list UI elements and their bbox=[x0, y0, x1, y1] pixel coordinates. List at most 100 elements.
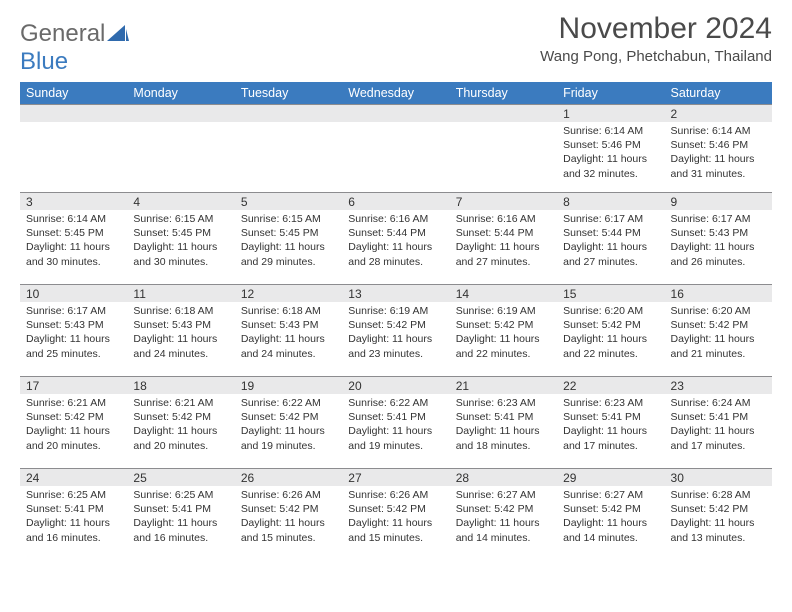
calendar-day-cell: 7Sunrise: 6:16 AMSunset: 5:44 PMDaylight… bbox=[450, 192, 557, 284]
day-info: Sunrise: 6:14 AMSunset: 5:46 PMDaylight:… bbox=[557, 122, 664, 185]
weekday-header: Thursday bbox=[450, 82, 557, 104]
daylight-line: Daylight: 11 hours and 16 minutes. bbox=[26, 516, 121, 544]
day-number: 26 bbox=[235, 468, 342, 486]
day-info: Sunrise: 6:17 AMSunset: 5:43 PMDaylight:… bbox=[665, 210, 772, 273]
day-number: 28 bbox=[450, 468, 557, 486]
calendar-day-cell: 9Sunrise: 6:17 AMSunset: 5:43 PMDaylight… bbox=[665, 192, 772, 284]
calendar-day-cell: 28Sunrise: 6:27 AMSunset: 5:42 PMDayligh… bbox=[450, 468, 557, 560]
daylight-line: Daylight: 11 hours and 21 minutes. bbox=[671, 332, 766, 360]
day-info: Sunrise: 6:21 AMSunset: 5:42 PMDaylight:… bbox=[20, 394, 127, 457]
weekday-header-row: Sunday Monday Tuesday Wednesday Thursday… bbox=[20, 82, 772, 104]
day-info: Sunrise: 6:28 AMSunset: 5:42 PMDaylight:… bbox=[665, 486, 772, 549]
sunrise-line: Sunrise: 6:24 AM bbox=[671, 396, 766, 410]
day-info: Sunrise: 6:14 AMSunset: 5:46 PMDaylight:… bbox=[665, 122, 772, 185]
weekday-header: Tuesday bbox=[235, 82, 342, 104]
sunrise-line: Sunrise: 6:27 AM bbox=[563, 488, 658, 502]
day-number: 23 bbox=[665, 376, 772, 394]
calendar-day-cell: 26Sunrise: 6:26 AMSunset: 5:42 PMDayligh… bbox=[235, 468, 342, 560]
day-number: 30 bbox=[665, 468, 772, 486]
weekday-header: Friday bbox=[557, 82, 664, 104]
logo-sail-icon bbox=[107, 25, 129, 41]
sunrise-line: Sunrise: 6:14 AM bbox=[671, 124, 766, 138]
calendar-day-cell: 13Sunrise: 6:19 AMSunset: 5:42 PMDayligh… bbox=[342, 284, 449, 376]
day-info: Sunrise: 6:21 AMSunset: 5:42 PMDaylight:… bbox=[127, 394, 234, 457]
calendar-empty-cell bbox=[342, 104, 449, 192]
day-number: 19 bbox=[235, 376, 342, 394]
day-number: 21 bbox=[450, 376, 557, 394]
sunrise-line: Sunrise: 6:18 AM bbox=[241, 304, 336, 318]
calendar-day-cell: 17Sunrise: 6:21 AMSunset: 5:42 PMDayligh… bbox=[20, 376, 127, 468]
day-info: Sunrise: 6:27 AMSunset: 5:42 PMDaylight:… bbox=[450, 486, 557, 549]
day-number: 3 bbox=[20, 192, 127, 210]
sunrise-line: Sunrise: 6:21 AM bbox=[133, 396, 228, 410]
daylight-line: Daylight: 11 hours and 26 minutes. bbox=[671, 240, 766, 268]
day-info bbox=[235, 122, 342, 128]
sunset-line: Sunset: 5:42 PM bbox=[671, 318, 766, 332]
sunrise-line: Sunrise: 6:15 AM bbox=[241, 212, 336, 226]
calendar-row: 24Sunrise: 6:25 AMSunset: 5:41 PMDayligh… bbox=[20, 468, 772, 560]
daylight-line: Daylight: 11 hours and 16 minutes. bbox=[133, 516, 228, 544]
sunrise-line: Sunrise: 6:17 AM bbox=[26, 304, 121, 318]
calendar-empty-cell bbox=[235, 104, 342, 192]
location-text: Wang Pong, Phetchabun, Thailand bbox=[540, 48, 772, 65]
sunrise-line: Sunrise: 6:23 AM bbox=[456, 396, 551, 410]
header-row: General Blue November 2024 Wang Pong, Ph… bbox=[20, 12, 772, 76]
daylight-line: Daylight: 11 hours and 25 minutes. bbox=[26, 332, 121, 360]
daylight-line: Daylight: 11 hours and 29 minutes. bbox=[241, 240, 336, 268]
day-info: Sunrise: 6:23 AMSunset: 5:41 PMDaylight:… bbox=[557, 394, 664, 457]
calendar-day-cell: 21Sunrise: 6:23 AMSunset: 5:41 PMDayligh… bbox=[450, 376, 557, 468]
calendar-day-cell: 14Sunrise: 6:19 AMSunset: 5:42 PMDayligh… bbox=[450, 284, 557, 376]
sunrise-line: Sunrise: 6:15 AM bbox=[133, 212, 228, 226]
sunrise-line: Sunrise: 6:17 AM bbox=[563, 212, 658, 226]
day-info: Sunrise: 6:18 AMSunset: 5:43 PMDaylight:… bbox=[127, 302, 234, 365]
sunset-line: Sunset: 5:41 PM bbox=[563, 410, 658, 424]
sunrise-line: Sunrise: 6:14 AM bbox=[563, 124, 658, 138]
daylight-line: Daylight: 11 hours and 14 minutes. bbox=[563, 516, 658, 544]
day-number: 20 bbox=[342, 376, 449, 394]
daylight-line: Daylight: 11 hours and 17 minutes. bbox=[563, 424, 658, 452]
day-info: Sunrise: 6:19 AMSunset: 5:42 PMDaylight:… bbox=[450, 302, 557, 365]
daylight-line: Daylight: 11 hours and 22 minutes. bbox=[456, 332, 551, 360]
sunset-line: Sunset: 5:42 PM bbox=[26, 410, 121, 424]
daylight-line: Daylight: 11 hours and 20 minutes. bbox=[133, 424, 228, 452]
calendar-body: 1Sunrise: 6:14 AMSunset: 5:46 PMDaylight… bbox=[20, 104, 772, 560]
sunset-line: Sunset: 5:46 PM bbox=[563, 138, 658, 152]
sunset-line: Sunset: 5:45 PM bbox=[26, 226, 121, 240]
logo-text: General Blue bbox=[20, 20, 129, 76]
daylight-line: Daylight: 11 hours and 15 minutes. bbox=[348, 516, 443, 544]
calendar-row: 10Sunrise: 6:17 AMSunset: 5:43 PMDayligh… bbox=[20, 284, 772, 376]
day-info: Sunrise: 6:16 AMSunset: 5:44 PMDaylight:… bbox=[450, 210, 557, 273]
day-number: 9 bbox=[665, 192, 772, 210]
sunrise-line: Sunrise: 6:22 AM bbox=[348, 396, 443, 410]
day-number bbox=[342, 104, 449, 122]
sunset-line: Sunset: 5:43 PM bbox=[241, 318, 336, 332]
daylight-line: Daylight: 11 hours and 17 minutes. bbox=[671, 424, 766, 452]
day-info: Sunrise: 6:20 AMSunset: 5:42 PMDaylight:… bbox=[557, 302, 664, 365]
sunrise-line: Sunrise: 6:16 AM bbox=[456, 212, 551, 226]
day-number: 12 bbox=[235, 284, 342, 302]
daylight-line: Daylight: 11 hours and 18 minutes. bbox=[456, 424, 551, 452]
day-number: 5 bbox=[235, 192, 342, 210]
calendar-day-cell: 1Sunrise: 6:14 AMSunset: 5:46 PMDaylight… bbox=[557, 104, 664, 192]
logo-text-blue: Blue bbox=[20, 48, 68, 75]
logo-text-general: General bbox=[20, 20, 105, 47]
calendar-day-cell: 29Sunrise: 6:27 AMSunset: 5:42 PMDayligh… bbox=[557, 468, 664, 560]
calendar-empty-cell bbox=[20, 104, 127, 192]
daylight-line: Daylight: 11 hours and 22 minutes. bbox=[563, 332, 658, 360]
day-info: Sunrise: 6:26 AMSunset: 5:42 PMDaylight:… bbox=[342, 486, 449, 549]
weekday-header: Saturday bbox=[665, 82, 772, 104]
daylight-line: Daylight: 11 hours and 19 minutes. bbox=[241, 424, 336, 452]
sunset-line: Sunset: 5:42 PM bbox=[563, 318, 658, 332]
calendar-day-cell: 20Sunrise: 6:22 AMSunset: 5:41 PMDayligh… bbox=[342, 376, 449, 468]
day-info: Sunrise: 6:15 AMSunset: 5:45 PMDaylight:… bbox=[235, 210, 342, 273]
day-number: 1 bbox=[557, 104, 664, 122]
day-info bbox=[127, 122, 234, 128]
day-info: Sunrise: 6:24 AMSunset: 5:41 PMDaylight:… bbox=[665, 394, 772, 457]
day-info: Sunrise: 6:23 AMSunset: 5:41 PMDaylight:… bbox=[450, 394, 557, 457]
sunrise-line: Sunrise: 6:21 AM bbox=[26, 396, 121, 410]
sunset-line: Sunset: 5:41 PM bbox=[456, 410, 551, 424]
sunrise-line: Sunrise: 6:20 AM bbox=[563, 304, 658, 318]
day-number: 11 bbox=[127, 284, 234, 302]
day-info: Sunrise: 6:16 AMSunset: 5:44 PMDaylight:… bbox=[342, 210, 449, 273]
calendar-day-cell: 22Sunrise: 6:23 AMSunset: 5:41 PMDayligh… bbox=[557, 376, 664, 468]
